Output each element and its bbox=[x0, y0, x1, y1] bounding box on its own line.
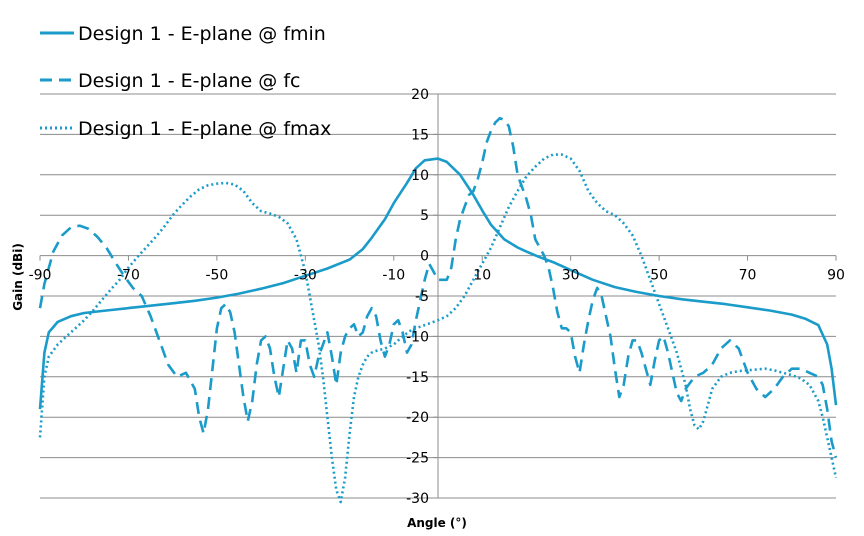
legend-label: Design 1 - E-plane @ fc bbox=[78, 70, 300, 92]
y-tick-label: -30 bbox=[406, 491, 429, 507]
series-line-dashed bbox=[38, 116, 838, 458]
legend: Design 1 - E-plane @ fmin Design 1 - E-pl… bbox=[40, 23, 331, 140]
y-axis-title: Gain (dBi) bbox=[11, 243, 25, 311]
y-tick-label: 5 bbox=[420, 208, 429, 224]
y-tick-label: 20 bbox=[411, 87, 429, 103]
x-tick-label: -90 bbox=[29, 268, 52, 284]
x-tick-label: -50 bbox=[205, 268, 228, 284]
y-tick-label: -5 bbox=[415, 289, 429, 305]
x-tick-label: -10 bbox=[382, 268, 405, 284]
y-tick-label: -25 bbox=[406, 451, 429, 467]
series-layer bbox=[38, 116, 838, 504]
y-tick-label: 15 bbox=[411, 127, 429, 143]
x-tick-label: 10 bbox=[473, 268, 491, 284]
x-tick-label: -70 bbox=[117, 268, 140, 284]
x-tick-labels: -90 -70 -50 -30 -10 10 30 50 70 90 bbox=[29, 268, 845, 284]
y-tick-label: 0 bbox=[420, 249, 429, 265]
series-line-solid bbox=[38, 157, 838, 410]
series-line-dotted bbox=[38, 153, 838, 504]
y-tick-label: -15 bbox=[406, 370, 429, 386]
x-tick-label: 70 bbox=[739, 268, 757, 284]
x-tick-label: 90 bbox=[827, 268, 845, 284]
x-tick-label: 30 bbox=[562, 268, 580, 284]
legend-label: Design 1 - E-plane @ fmin bbox=[78, 23, 326, 45]
axes bbox=[39, 93, 837, 499]
x-tick-label: 50 bbox=[650, 268, 668, 284]
x-tick-label: -30 bbox=[294, 268, 317, 284]
y-tick-labels: 20 15 10 5 0 -5 -10 -15 -20 -25 -30 bbox=[406, 87, 429, 507]
y-tick-label: -20 bbox=[406, 410, 429, 426]
y-tick-label: -10 bbox=[406, 329, 429, 345]
x-axis-title: Angle (°) bbox=[407, 516, 467, 530]
legend-label: Design 1 - E-plane @ fmax bbox=[78, 118, 331, 140]
y-tick-label: 10 bbox=[411, 168, 429, 184]
